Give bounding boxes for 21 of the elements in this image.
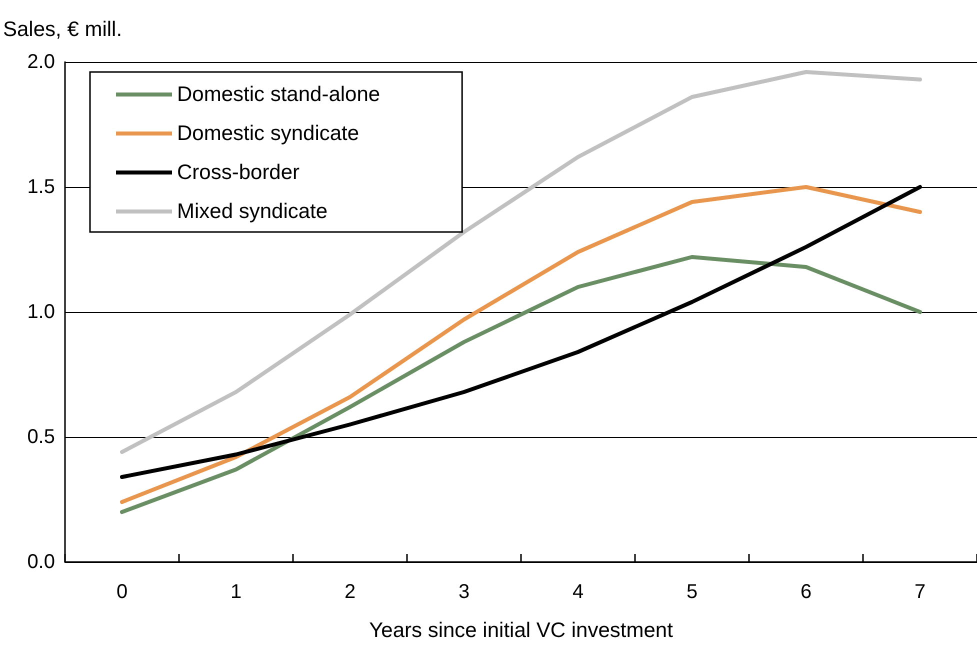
- legend-label: Mixed syndicate: [177, 200, 328, 223]
- x-tick-label: 0: [116, 581, 128, 603]
- legend-label: Domestic syndicate: [177, 122, 360, 145]
- x-tick-label: 3: [458, 581, 470, 603]
- line-series: [120, 255, 922, 514]
- x-tick-label: 7: [914, 581, 926, 603]
- legend-label: Domestic stand-alone: [177, 83, 380, 106]
- legend-label: Cross-border: [177, 161, 300, 184]
- y-tick-label: 1.5: [27, 176, 55, 198]
- x-tick-label: 6: [800, 581, 812, 603]
- x-tick-label: 4: [572, 581, 584, 603]
- y-axis-title: Sales, € mill.: [3, 18, 122, 41]
- line-series: [120, 70, 922, 454]
- y-tick-label: 0.5: [27, 426, 55, 448]
- x-axis-title: Years since initial VC investment: [369, 619, 674, 642]
- y-tick-label: 1.0: [27, 301, 55, 323]
- x-tick-label: 5: [686, 581, 698, 603]
- y-tick-label: 0.0: [27, 551, 55, 573]
- x-tick-label: 2: [344, 581, 356, 603]
- y-tick-label: 2.0: [27, 51, 55, 73]
- x-tick-label: 1: [230, 581, 242, 603]
